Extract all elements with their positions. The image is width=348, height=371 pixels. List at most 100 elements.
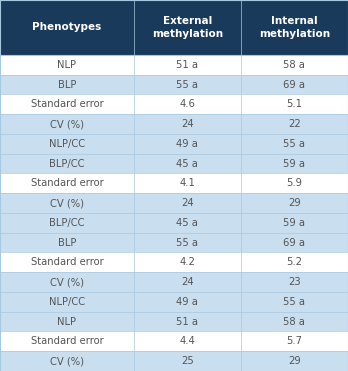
Text: 4.6: 4.6 [180, 99, 195, 109]
Text: BLP: BLP [58, 237, 76, 247]
Text: Phenotypes: Phenotypes [32, 23, 102, 32]
Text: NLP/CC: NLP/CC [49, 139, 85, 149]
Text: NLP: NLP [57, 60, 77, 70]
Bar [134, 0, 241, 55]
Text: NLP/CC: NLP/CC [49, 297, 85, 307]
Text: 24: 24 [181, 198, 194, 208]
Bar [0, 351, 134, 371]
Bar [134, 193, 241, 213]
Text: Standard error: Standard error [31, 99, 103, 109]
Text: Standard error: Standard error [31, 257, 103, 267]
Text: 51 a: 51 a [176, 60, 198, 70]
Text: 45 a: 45 a [176, 218, 198, 228]
Bar [241, 292, 348, 312]
Text: 58 a: 58 a [284, 60, 305, 70]
Text: 55 a: 55 a [283, 139, 306, 149]
Bar [241, 75, 348, 95]
Text: 49 a: 49 a [176, 297, 198, 307]
Bar [241, 174, 348, 193]
Text: 49 a: 49 a [176, 139, 198, 149]
Text: 23: 23 [288, 277, 301, 287]
Bar [134, 55, 241, 75]
Text: 51 a: 51 a [176, 316, 198, 326]
Bar [134, 351, 241, 371]
Bar [241, 312, 348, 332]
Text: 69 a: 69 a [283, 79, 306, 89]
Bar [0, 332, 134, 351]
Bar [241, 272, 348, 292]
Bar [134, 213, 241, 233]
Text: CV (%): CV (%) [50, 119, 84, 129]
Bar [134, 332, 241, 351]
Bar [241, 55, 348, 75]
Text: 4.4: 4.4 [180, 336, 195, 347]
Bar [241, 0, 348, 55]
Bar [134, 154, 241, 174]
Bar [0, 154, 134, 174]
Text: 4.2: 4.2 [180, 257, 195, 267]
Bar [241, 134, 348, 154]
Bar [0, 252, 134, 272]
Bar [134, 312, 241, 332]
Bar [241, 193, 348, 213]
Bar [0, 272, 134, 292]
Bar [0, 174, 134, 193]
Bar [0, 75, 134, 95]
Text: External
methylation: External methylation [152, 16, 223, 39]
Text: 5.2: 5.2 [286, 257, 302, 267]
Text: 24: 24 [181, 277, 194, 287]
Bar [134, 94, 241, 114]
Bar [0, 292, 134, 312]
Bar [0, 0, 134, 55]
Text: BLP/CC: BLP/CC [49, 218, 85, 228]
Bar [0, 193, 134, 213]
Text: Standard error: Standard error [31, 336, 103, 347]
Text: Internal
methylation: Internal methylation [259, 16, 330, 39]
Bar [0, 94, 134, 114]
Bar [0, 233, 134, 252]
Text: BLP: BLP [58, 79, 76, 89]
Text: CV (%): CV (%) [50, 198, 84, 208]
Text: 24: 24 [181, 119, 194, 129]
Bar [0, 55, 134, 75]
Bar [241, 332, 348, 351]
Text: 5.9: 5.9 [286, 178, 302, 188]
Text: 59 a: 59 a [283, 158, 306, 168]
Bar [241, 252, 348, 272]
Bar [241, 94, 348, 114]
Bar [134, 75, 241, 95]
Text: CV (%): CV (%) [50, 356, 84, 366]
Bar [241, 154, 348, 174]
Text: NLP: NLP [57, 316, 77, 326]
Bar [134, 174, 241, 193]
Text: CV (%): CV (%) [50, 277, 84, 287]
Text: 5.7: 5.7 [286, 336, 302, 347]
Bar [0, 114, 134, 134]
Bar [241, 213, 348, 233]
Text: 59 a: 59 a [283, 218, 306, 228]
Text: 69 a: 69 a [283, 237, 306, 247]
Bar [0, 134, 134, 154]
Text: 25: 25 [181, 356, 194, 366]
Bar [241, 114, 348, 134]
Bar [0, 213, 134, 233]
Bar [0, 312, 134, 332]
Bar [134, 114, 241, 134]
Text: 55 a: 55 a [176, 237, 198, 247]
Text: 45 a: 45 a [176, 158, 198, 168]
Text: 55 a: 55 a [283, 297, 306, 307]
Bar [134, 134, 241, 154]
Text: 5.1: 5.1 [286, 99, 302, 109]
Text: 55 a: 55 a [176, 79, 198, 89]
Bar [241, 233, 348, 252]
Text: 22: 22 [288, 119, 301, 129]
Text: 29: 29 [288, 198, 301, 208]
Text: 29: 29 [288, 356, 301, 366]
Bar [134, 292, 241, 312]
Bar [241, 351, 348, 371]
Text: BLP/CC: BLP/CC [49, 158, 85, 168]
Bar [134, 252, 241, 272]
Bar [134, 272, 241, 292]
Text: 4.1: 4.1 [180, 178, 195, 188]
Text: 58 a: 58 a [284, 316, 305, 326]
